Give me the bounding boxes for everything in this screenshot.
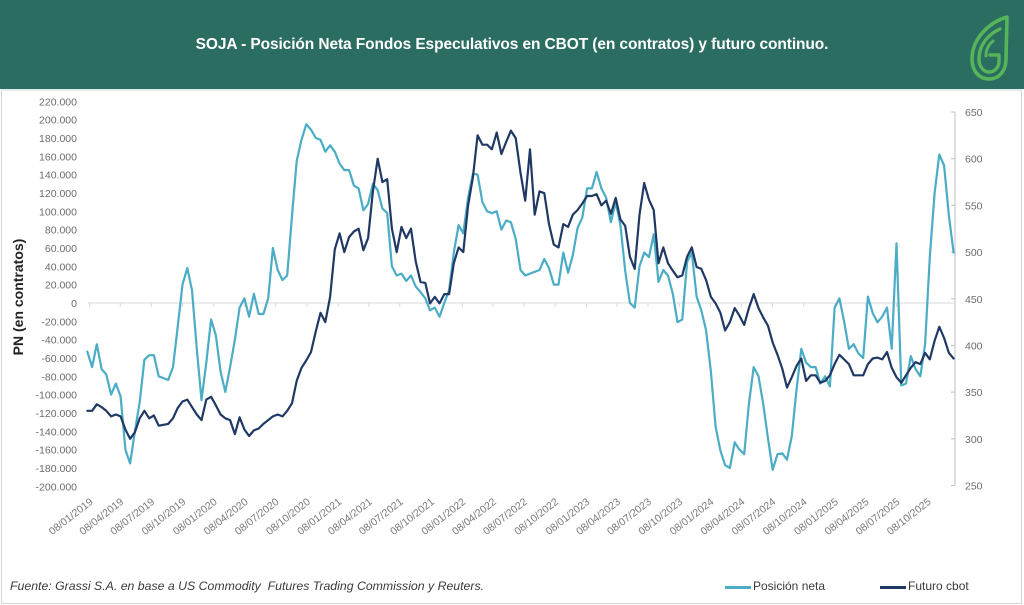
y-right-tick-label: 650	[965, 107, 983, 119]
legend: Posición neta Futuro cbot	[725, 579, 985, 595]
y-right-axis: 250 300 350 400 450 500 550 600 650	[951, 107, 983, 493]
series-line-futuro-cbot	[86, 129, 955, 440]
y-left-tick-label: -160.000	[36, 445, 78, 457]
y-right-tick-label: 450	[965, 294, 983, 306]
y-right-tick-label: 350	[965, 387, 983, 399]
chart-title: SOJA - Posición Neta Fondos Especulativo…	[195, 36, 829, 53]
y-left-tick-label: -40.000	[41, 335, 77, 347]
y-right-tick-label: 500	[965, 247, 983, 259]
y-right-tick-label: 400	[965, 340, 983, 352]
legend-swatch-posicion-neta	[725, 586, 751, 589]
y-left-tick-label: 220.000	[39, 96, 77, 108]
grassi-leaf-logo-icon	[970, 15, 1009, 81]
y-left-tick-label: -180.000	[36, 463, 78, 475]
legend-label-futuro-cbot: Futuro cbot	[908, 579, 969, 593]
y-left-tick-label: 0	[71, 298, 77, 310]
y-left-tick-label: 40.000	[45, 261, 77, 273]
y-left-tick-label: -140.000	[36, 426, 78, 438]
y-axis-title: PN (en contratos)	[10, 239, 26, 356]
y-right-tick-label: 550	[965, 200, 983, 212]
y-left-tick-label: 140.000	[39, 170, 77, 182]
y-left-tick-label: -120.000	[36, 408, 78, 420]
y-left-tick-label: 120.000	[39, 188, 77, 200]
y-left-tick-label: 60.000	[45, 243, 77, 255]
series-line-posicion-neta	[86, 123, 955, 471]
y-left-tick-label: 200.000	[39, 115, 77, 127]
y-left-axis: -200.000 -180.000 -160.000 -140.000 -120.000…	[36, 96, 78, 493]
y-left-tick-label: 100.000	[39, 206, 77, 218]
legend-label-posicion-neta: Posición neta	[753, 579, 826, 593]
y-right-tick-label: 600	[965, 154, 983, 166]
y-left-tick-label: 80.000	[45, 225, 77, 237]
y-left-tick-label: -20.000	[41, 316, 77, 328]
y-left-tick-label: 20.000	[45, 280, 77, 292]
y-left-tick-label: 180.000	[39, 133, 77, 145]
legend-swatch-futuro-cbot	[880, 586, 906, 589]
source-note: Fuente: Grassi S.A. en base a US Commodi…	[10, 579, 485, 593]
y-right-tick-label: 300	[965, 434, 983, 446]
y-right-tick-label: 250	[965, 481, 983, 493]
y-left-tick-label: 160.000	[39, 151, 77, 163]
y-left-tick-label: -200.000	[36, 481, 78, 493]
header-banner: SOJA - Posición Neta Fondos Especulativo…	[0, 0, 1024, 89]
y-left-tick-label: -60.000	[41, 353, 77, 365]
y-left-tick-label: -80.000	[41, 371, 77, 383]
series-group	[86, 123, 955, 471]
y-left-tick-label: -100.000	[36, 390, 78, 402]
x-axis: 08/01/201908/04/201908/07/201908/10/2019…	[47, 302, 955, 538]
